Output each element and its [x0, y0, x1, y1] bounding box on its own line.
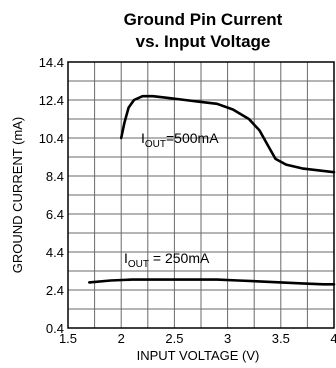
- x-tick-label: 2.5: [165, 331, 183, 346]
- annotation-500ma: IOUT=500mA: [141, 130, 219, 150]
- annotation-500ma-i: I: [141, 130, 145, 146]
- annotation-250ma-value: = 250mA: [149, 250, 210, 266]
- x-tick-label: 4: [330, 331, 336, 346]
- x-tick-label: 3: [224, 331, 231, 346]
- series-line-1: [88, 278, 336, 286]
- y-tick-label: 10.4: [39, 131, 64, 146]
- y-tick-label: 12.4: [39, 93, 64, 108]
- chart-title: Ground Pin Current: [124, 10, 283, 29]
- x-axis-label: INPUT VOLTAGE (V): [137, 348, 260, 363]
- series-line-0: [119, 94, 336, 174]
- plot-frame: [67, 61, 335, 329]
- y-tick-label: 6.4: [46, 207, 64, 222]
- annotation-250ma: IOUT = 250mA: [124, 250, 210, 270]
- x-tick-label: 2: [118, 331, 125, 346]
- y-axis-label: GROUND CURRENT (mA): [10, 117, 25, 273]
- annotation-250ma-sub: OUT: [128, 259, 149, 270]
- y-tick-label: 0.4: [46, 321, 64, 336]
- x-tick-label: 1.5: [59, 331, 77, 346]
- x-tick-label: 3.5: [272, 331, 290, 346]
- tick-labels: 0.4 2.4 4.4 6.4 8.4 10.4 12.4 14.4 1.5 2 2.5 3 3.5 4: [39, 55, 336, 346]
- y-tick-label: 4.4: [46, 245, 64, 260]
- y-tick-label: 8.4: [46, 169, 64, 184]
- y-tick-label: 14.4: [39, 55, 64, 70]
- chart-subtitle: vs. Input Voltage: [136, 32, 271, 51]
- y-tick-label: 2.4: [46, 283, 64, 298]
- annotation-500ma-sub: OUT: [145, 139, 166, 150]
- series-group: [88, 94, 336, 286]
- annotation-250ma-i: I: [124, 250, 128, 266]
- annotation-500ma-value: =500mA: [166, 130, 219, 146]
